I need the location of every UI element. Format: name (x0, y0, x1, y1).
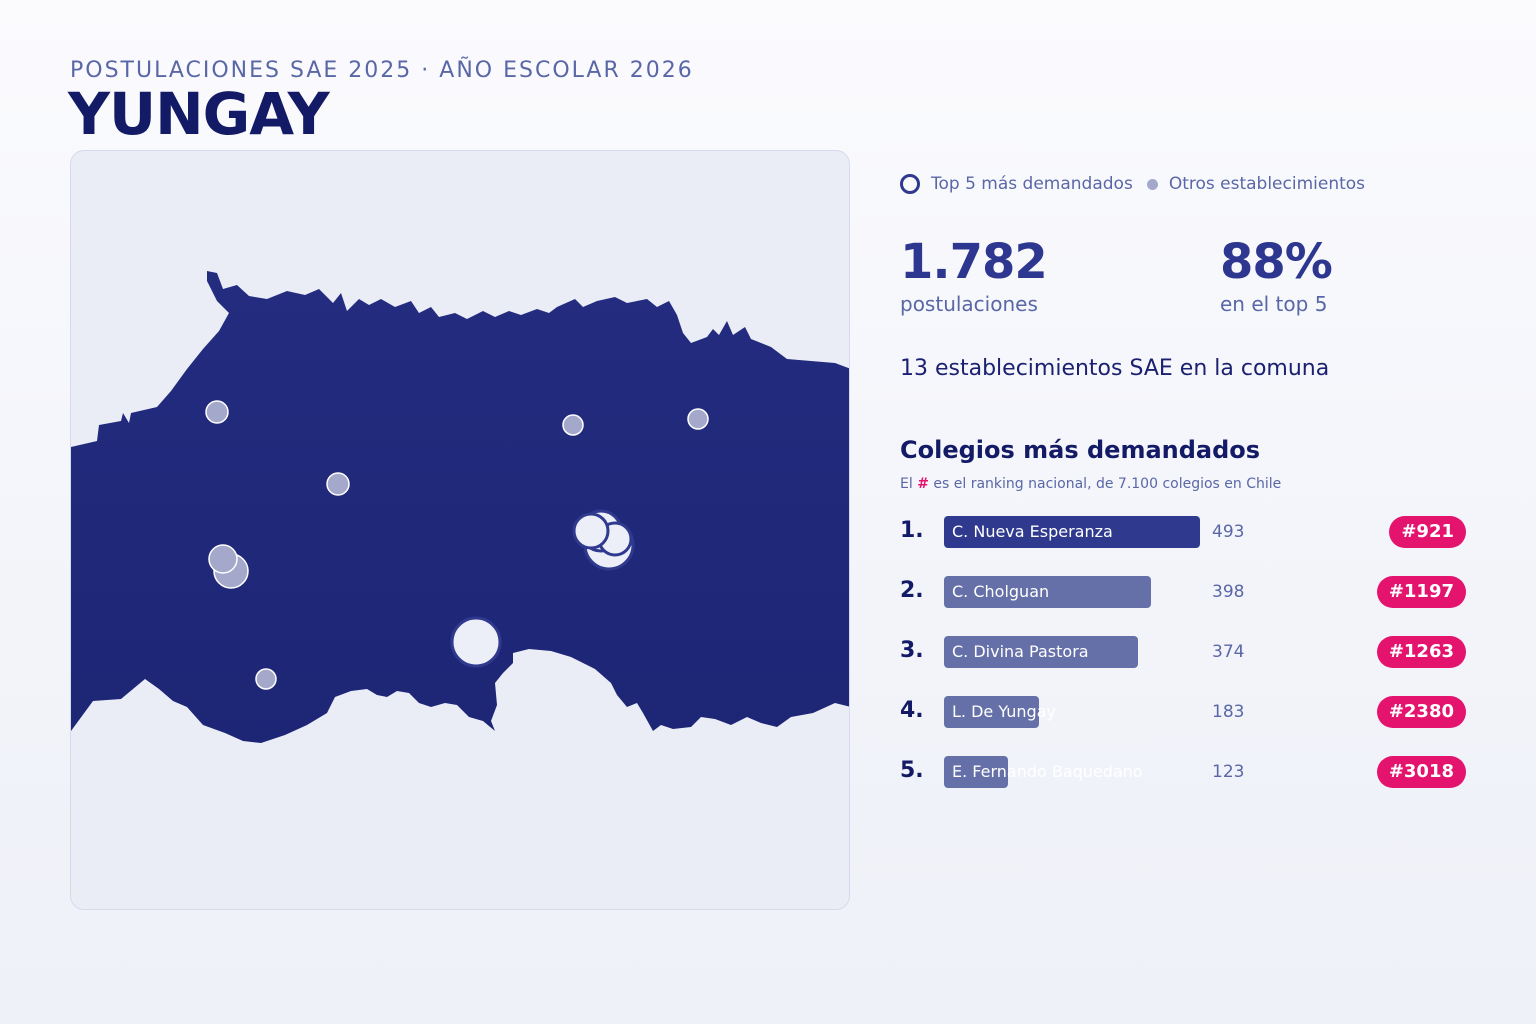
rank-bar (944, 636, 1138, 668)
school-name: C. Divina Pastora (952, 642, 1089, 661)
kpi-top5-share-value: 88% (1220, 234, 1333, 290)
school-name: L. De Yungay (952, 702, 1056, 721)
commune-map[interactable] (70, 150, 850, 910)
kpi-applications: 1.782 postulaciones (900, 232, 1048, 316)
application-count: 398 (1212, 582, 1245, 602)
kpi-top5-share: 88% en el top 5 (1220, 232, 1333, 316)
application-count: 374 (1212, 642, 1245, 662)
rank-position: 5. (900, 758, 924, 783)
national-rank-badge: #1197 (1376, 576, 1466, 608)
dot-icon (1146, 178, 1158, 190)
ranking-note: El # es el ranking nacional, de 7.100 co… (900, 476, 1281, 492)
school-name: C. Nueva Esperanza (952, 522, 1113, 541)
top5-school-marker[interactable] (572, 512, 610, 550)
ring-icon (900, 174, 920, 194)
other-establishments (205, 400, 709, 690)
ranking-row[interactable]: 1. C. Nueva Esperanza 493 #921 (900, 516, 1466, 550)
kpi-applications-label: postulaciones (900, 292, 1038, 316)
rank-bar (944, 576, 1151, 608)
ranking-row[interactable]: 4. L. De Yungay 183 #2380 (900, 696, 1466, 730)
application-count: 183 (1212, 702, 1245, 722)
ranking-row[interactable]: 3. C. Divina Pastora 374 #1263 (900, 636, 1466, 670)
school-dot[interactable] (208, 544, 238, 574)
school-dot[interactable] (562, 414, 584, 436)
school-dot[interactable] (205, 400, 229, 424)
application-count: 123 (1212, 762, 1245, 782)
national-rank-badge: #921 (1389, 516, 1466, 548)
commune-shape (71, 271, 849, 743)
school-name: C. Cholguan (952, 582, 1050, 601)
national-rank-badge: #3018 (1376, 756, 1466, 788)
rank-bar (944, 696, 1039, 728)
rank-position: 4. (900, 698, 924, 723)
establishments-count: 13 establecimientos SAE en la comuna (900, 356, 1330, 381)
rank-bar (944, 756, 1008, 788)
top5-establishments (450, 509, 635, 668)
ranking-row[interactable]: 5. E. Fernando Baquedano 123 #3018 (900, 756, 1466, 790)
application-count: 493 (1212, 522, 1245, 542)
ranking-row[interactable]: 2. C. Cholguan 398 #1197 (900, 576, 1466, 610)
school-dot[interactable] (255, 668, 277, 690)
legend-top5-label: Top 5 más demandados (931, 174, 1133, 194)
ranking-title: Colegios más demandados (900, 436, 1261, 464)
rank-position: 1. (900, 518, 924, 543)
rank-position: 2. (900, 578, 924, 603)
note-prefix: El (900, 476, 913, 492)
legend-others-label: Otros establecimientos (1168, 174, 1366, 194)
rank-position: 3. (900, 638, 924, 663)
school-name: E. Fernando Baquedano (952, 762, 1143, 781)
school-dot[interactable] (687, 408, 709, 430)
top5-school-marker[interactable] (450, 616, 502, 668)
note-hash: # (917, 476, 929, 492)
national-rank-badge: #1263 (1376, 636, 1466, 668)
rank-bar (944, 516, 1200, 548)
kpi-top5-share-label: en el top 5 (1220, 292, 1328, 316)
national-rank-badge: #2380 (1376, 696, 1466, 728)
map-legend: Top 5 más demandados Otros establecimien… (900, 174, 1365, 194)
kpi-applications-value: 1.782 (900, 234, 1048, 290)
school-dot[interactable] (326, 472, 350, 496)
page-title: YUNGAY (68, 80, 330, 148)
page-subtitle: POSTULACIONES SAE 2025 · AÑO ESCOLAR 202… (70, 58, 694, 83)
map-svg (71, 271, 849, 743)
note-suffix: es el ranking nacional, de 7.100 colegio… (933, 476, 1282, 492)
